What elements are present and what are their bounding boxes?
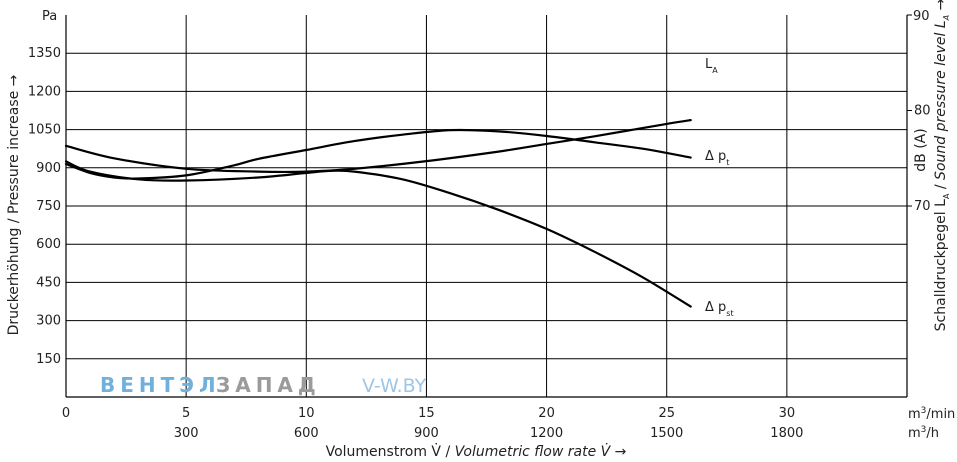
x-tick-label-h: 300	[174, 426, 199, 441]
x-tick-label-min: 10	[298, 406, 315, 421]
y-left-tick-label: 750	[36, 199, 61, 214]
y-left-tick-label: 450	[36, 275, 61, 290]
series-label-dpst: Δ pst	[705, 300, 734, 318]
y-left-tick-label: 300	[36, 314, 61, 329]
y-left-tick-label: 1350	[28, 46, 61, 61]
x-tick-label-h: 1200	[530, 426, 563, 441]
right-unit-top: 90	[913, 9, 930, 24]
axis-layer	[65, 14, 912, 398]
y-left-tick-label: 600	[36, 237, 61, 252]
tick-layer: 150 300 450 600 750 900 1050 1200 1350 70 80 0 5 10 15…	[28, 46, 931, 441]
y-right-tick-label: 70	[914, 199, 931, 214]
y-axis-right-title: Schalldruckpegel LA / Sound pressure lev…	[933, 0, 951, 331]
watermark-part1: ВЕНТЭЛ	[100, 373, 221, 397]
x-tick-label-min: 25	[658, 406, 675, 421]
watermark-part3: V-W.BY	[362, 375, 427, 397]
y-left-tick-label: 1050	[28, 123, 61, 138]
series-line-0	[64, 119, 692, 174]
y-left-tick-label: 150	[36, 352, 61, 367]
series-label-la: LA	[705, 57, 718, 75]
x-tick-label-min: 0	[62, 406, 70, 421]
x-tick-label-h: 900	[414, 426, 439, 441]
series-line-2	[64, 160, 692, 308]
x-tick-label-min: 30	[779, 406, 796, 421]
y-left-tick-label: 1200	[28, 84, 61, 99]
left-unit-label: Pa	[42, 9, 57, 24]
series-line-1	[64, 128, 692, 180]
x-unit-min: m3/min	[908, 406, 955, 422]
x-unit-h: m3/h	[908, 425, 939, 441]
x-tick-label-h: 1500	[650, 426, 683, 441]
watermark-part2: ЗАПАД	[216, 373, 321, 397]
x-tick-label-min: 5	[182, 406, 190, 421]
x-tick-label-h: 1800	[770, 426, 803, 441]
series-layer	[64, 119, 692, 308]
x-tick-label-h: 600	[294, 426, 319, 441]
y-right-tick-label: 80	[914, 104, 931, 119]
y-axis-right-db: dB (A)	[913, 128, 929, 171]
y-left-tick-label: 900	[36, 161, 61, 176]
x-tick-label-min: 15	[418, 406, 435, 421]
series-label-dpt: Δ pt	[705, 149, 729, 167]
y-axis-left-title: Druckerhöhung / Pressure increase →	[6, 74, 22, 335]
x-axis-title: Volumenstrom V̇ / Volumetric flow rate V…	[326, 443, 627, 460]
x-tick-label-min: 20	[538, 406, 555, 421]
